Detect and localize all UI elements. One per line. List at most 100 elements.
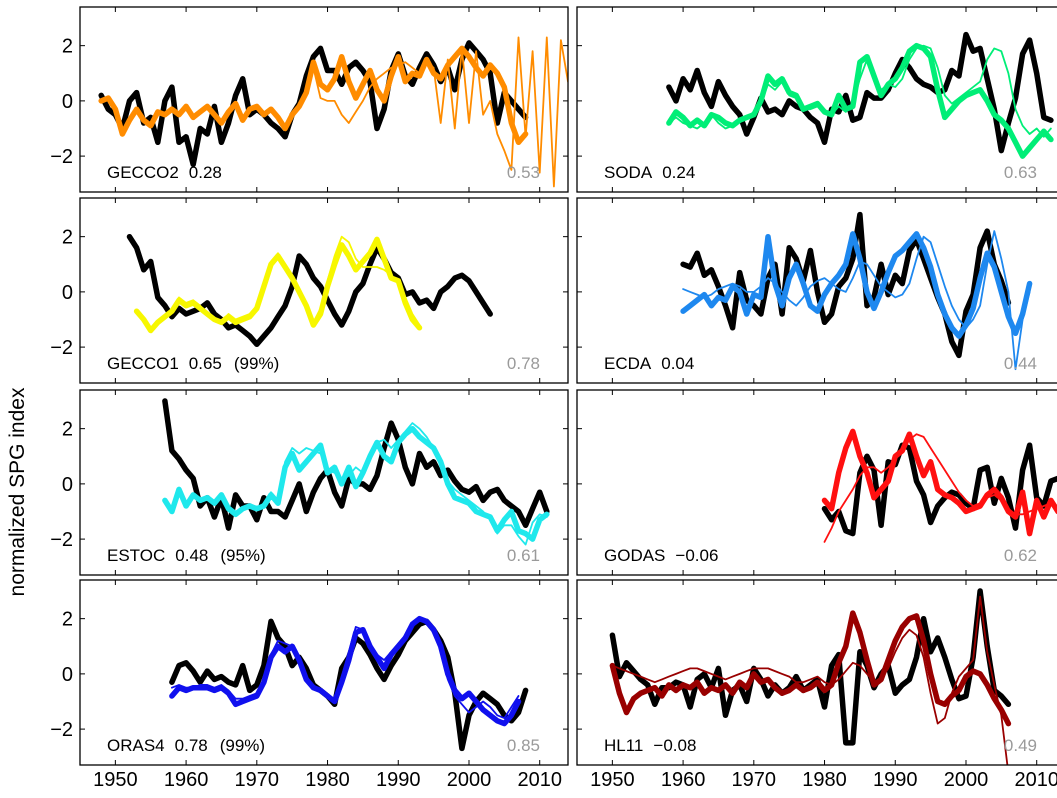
panel-name: ECDA (604, 354, 652, 373)
model-series-line (609, 610, 1012, 727)
model-series-line (98, 45, 529, 146)
y-tick-label: −2 (50, 337, 73, 359)
model-thin-series-line (682, 230, 1031, 371)
plot-area (126, 233, 493, 348)
model-series-line (821, 428, 1057, 537)
y-tick-label: 2 (62, 609, 73, 631)
x-tick-label: 2010 (1014, 769, 1057, 791)
panel-frame (576, 197, 1057, 384)
panel-godas: GODAS −0.06 0.62 (576, 389, 1057, 576)
panel-label: GODAS −0.06 (604, 546, 718, 565)
x-tick-label: 1980 (802, 769, 847, 791)
y-tick-label: 2 (62, 227, 73, 249)
x-tick-label: 1960 (164, 769, 209, 791)
observed-series-line (609, 588, 1012, 746)
x-tick-label: 1960 (661, 769, 706, 791)
plot-area (169, 615, 529, 752)
x-tick-label: 2010 (517, 769, 562, 791)
panel-correlation: 0.48 (175, 546, 208, 565)
panel-significance: (95%) (220, 546, 265, 565)
panel-name: GODAS (604, 546, 665, 565)
observed-series-line (162, 398, 550, 531)
panel-soda: SODA 0.24 0.63 (576, 6, 1057, 193)
panel-correlation: 0.04 (661, 354, 694, 373)
panel-label: GECCO2 0.28 (107, 163, 222, 182)
panel-frame (79, 197, 569, 384)
panel-correlation-2: 0.61 (507, 546, 540, 565)
panel-correlation: 0.28 (189, 163, 222, 182)
panel-significance: (99%) (220, 736, 265, 755)
x-tick-label: 1970 (235, 769, 280, 791)
panel-frame (79, 6, 569, 193)
panel-oras4: ORAS4 0.78 (99%) 0.85 (79, 579, 569, 766)
panel-name: GECCO2 (107, 163, 179, 182)
panel-correlation: 0.78 (175, 736, 208, 755)
model-thin-series-line (611, 595, 1009, 765)
panel-correlation-2: 0.62 (1004, 546, 1037, 565)
x-tick-label: 2000 (447, 769, 492, 791)
x-tick-label: 1990 (873, 769, 918, 791)
y-tick-label: 2 (62, 36, 73, 58)
model-series-line (666, 42, 1054, 159)
y-tick-label: 2 (62, 419, 73, 441)
y-axis-label: normalized SPG index (6, 387, 29, 596)
panel-correlation: 0.24 (662, 163, 695, 182)
model-series-line (680, 231, 1033, 339)
panel-name: GECCO1 (107, 354, 179, 373)
x-tick-label: 2000 (944, 769, 989, 791)
plot-area (821, 428, 1057, 543)
panel-label: ORAS4 0.78 (99%) (107, 736, 265, 755)
panel-correlation-2: 0.44 (1004, 354, 1037, 373)
panel-significance: (99%) (234, 354, 279, 373)
panel-name: HL11 (604, 736, 643, 755)
panel-hl11: HL11 −0.08 0.49 (576, 579, 1057, 766)
panel-correlation: −0.08 (653, 736, 696, 755)
panel-correlation: 0.65 (189, 354, 222, 373)
x-tick-label: 1950 (590, 769, 635, 791)
x-tick-label: 1990 (376, 769, 421, 791)
panel-label: HL11 −0.08 (604, 736, 696, 755)
panel-correlation-2: 0.49 (1004, 736, 1037, 755)
panel-frame (79, 579, 569, 766)
y-tick-label: 0 (62, 664, 73, 686)
x-tick-labels: 1950 1960 1970 1980 1990 2000 2010 1950 1960 1970… (93, 769, 1057, 791)
panel-correlation-2: 0.78 (507, 354, 540, 373)
model-series-line (162, 425, 550, 542)
panel-frame (79, 389, 569, 576)
panel-correlation-2: 0.85 (507, 736, 540, 755)
panel-name: SODA (604, 163, 653, 182)
observed-series-line (169, 618, 529, 752)
panel-name: ORAS4 (107, 736, 165, 755)
y-tick-label: 0 (62, 282, 73, 304)
panel-correlation-2: 0.63 (1004, 163, 1037, 182)
panel-label: SODA 0.24 (604, 163, 695, 182)
model-series-line (133, 236, 423, 334)
y-tick-label: −2 (50, 146, 73, 168)
y-tick-label: 0 (62, 474, 73, 496)
panel-correlation-2: 0.53 (507, 163, 540, 182)
panel-estoc: ESTOC 0.48 (95%) 0.61 (79, 389, 569, 576)
panel-label: ESTOC 0.48 (95%) (107, 546, 266, 565)
y-tick-labels: 2 0 −2 2 0 −2 2 0 −2 2 0 −2 (50, 36, 73, 741)
plot-area (162, 398, 550, 546)
panel-label: ECDA 0.04 (604, 354, 694, 373)
y-tick-label: −2 (50, 529, 73, 551)
observed-series-line (98, 40, 529, 168)
panel-frame (576, 579, 1057, 766)
y-tick-label: −2 (50, 719, 73, 741)
plot-area (680, 211, 1033, 371)
panel-gecco2: GECCO2 0.28 0.53 (79, 6, 569, 193)
x-tick-label: 1970 (732, 769, 777, 791)
x-tick-label: 1980 (305, 769, 350, 791)
panel-frame (576, 6, 1057, 193)
panel-name: ESTOC (107, 546, 165, 565)
panel-correlation: −0.06 (675, 546, 718, 565)
plot-area (98, 36, 568, 188)
panel-ecda: ECDA 0.04 0.44 (576, 197, 1057, 384)
observed-series-line (126, 233, 493, 348)
model-series-line (169, 615, 522, 727)
observed-series-line (666, 31, 1054, 154)
panel-gecco1: GECCO1 0.65 (99%) 0.78 (79, 197, 569, 384)
panels: GECCO2 0.28 0.53 SODA 0.24 0.63 GECCO1 0.65 (99%… (79, 6, 1057, 766)
